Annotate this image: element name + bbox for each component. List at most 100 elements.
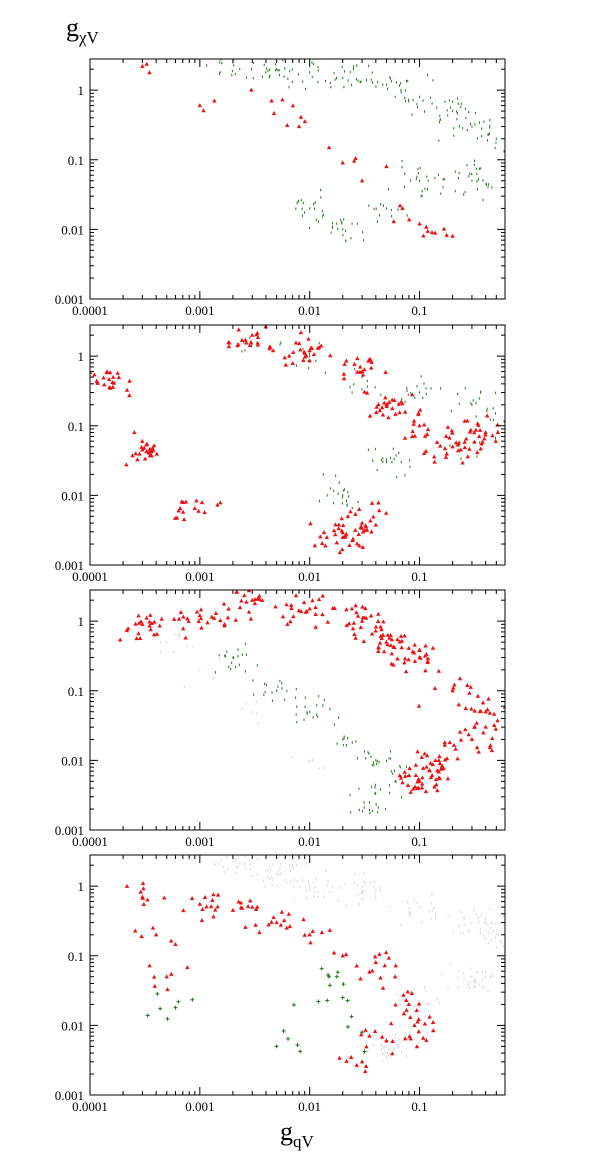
data-point <box>411 418 417 423</box>
data-point <box>165 987 170 992</box>
data-point <box>409 991 415 996</box>
data-point <box>474 123 476 126</box>
data-point <box>159 650 161 653</box>
data-point <box>477 427 483 432</box>
data-point <box>433 777 439 782</box>
data-point <box>345 1024 350 1029</box>
data-point <box>332 605 337 610</box>
data-point <box>185 965 190 970</box>
data-point <box>245 904 251 909</box>
data-point <box>404 172 406 175</box>
x-ticks <box>89 590 506 830</box>
data-point <box>394 1033 396 1036</box>
data-point <box>241 706 243 710</box>
data-point <box>278 873 280 876</box>
data-point <box>296 124 302 129</box>
data-point <box>393 1002 398 1007</box>
data-point <box>466 128 468 132</box>
data-point <box>434 176 436 180</box>
data-point <box>438 173 440 176</box>
data-point <box>285 621 290 626</box>
data-point <box>253 61 255 65</box>
data-point <box>211 914 216 919</box>
data-point <box>336 522 342 527</box>
data-point <box>360 1030 365 1035</box>
data-point <box>181 614 186 619</box>
data-point <box>364 881 366 884</box>
data-point <box>473 985 475 989</box>
data-point <box>147 446 152 451</box>
data-point <box>385 458 387 461</box>
data-point <box>389 1048 391 1051</box>
data-point <box>326 494 328 497</box>
data-point <box>381 1043 383 1047</box>
data-point <box>397 993 399 997</box>
data-point <box>284 602 289 607</box>
data-point <box>257 593 262 598</box>
data-point <box>370 785 372 789</box>
data-point <box>318 694 320 698</box>
data-point <box>383 395 388 400</box>
data-point <box>343 218 345 221</box>
data-point <box>458 924 460 928</box>
x-axis-title: gqV <box>280 1117 315 1151</box>
data-point <box>468 175 470 178</box>
data-point <box>390 757 392 760</box>
data-point <box>492 418 494 422</box>
data-point <box>269 98 274 103</box>
data-point <box>244 642 246 645</box>
data-point <box>363 1027 368 1032</box>
data-point <box>353 881 355 884</box>
data-point <box>403 669 409 674</box>
data-point <box>221 601 227 606</box>
data-point <box>433 757 438 762</box>
data-point <box>401 1011 407 1016</box>
data-point <box>377 80 379 84</box>
data-point <box>376 220 378 224</box>
data-point <box>377 408 383 413</box>
data-point <box>303 718 305 722</box>
data-point <box>214 863 216 866</box>
data-point <box>385 807 387 811</box>
data-point <box>388 757 390 760</box>
data-point <box>407 79 409 83</box>
data-point <box>420 195 422 198</box>
data-point <box>144 441 150 446</box>
data-point <box>359 178 365 183</box>
data-point <box>470 967 472 970</box>
data-point <box>402 409 408 414</box>
data-point <box>362 231 364 234</box>
data-point <box>376 508 382 513</box>
data-point <box>430 645 436 650</box>
data-point <box>366 385 368 388</box>
data-point <box>307 881 309 884</box>
data-point <box>387 635 392 640</box>
data-point <box>319 929 325 934</box>
data-point <box>444 100 446 103</box>
data-point <box>408 911 410 914</box>
data-point <box>400 1051 402 1054</box>
data-point <box>432 784 437 789</box>
data-point <box>268 865 270 868</box>
data-point <box>317 715 319 719</box>
data-point <box>427 1014 432 1019</box>
data-point <box>227 867 229 871</box>
data-point <box>350 626 356 631</box>
data-point <box>342 233 344 237</box>
data-point <box>308 886 310 890</box>
data-point <box>313 207 315 210</box>
data-point <box>146 450 151 455</box>
data-point <box>307 358 312 363</box>
data-point <box>378 624 383 629</box>
data-point <box>486 696 491 701</box>
data-point <box>232 656 234 659</box>
data-point <box>372 459 374 463</box>
data-point <box>491 186 493 189</box>
data-point <box>493 726 499 731</box>
data-point <box>379 1034 385 1039</box>
data-point <box>395 656 400 661</box>
data-point <box>226 340 231 345</box>
data-point <box>312 881 314 884</box>
data-point <box>237 865 239 869</box>
